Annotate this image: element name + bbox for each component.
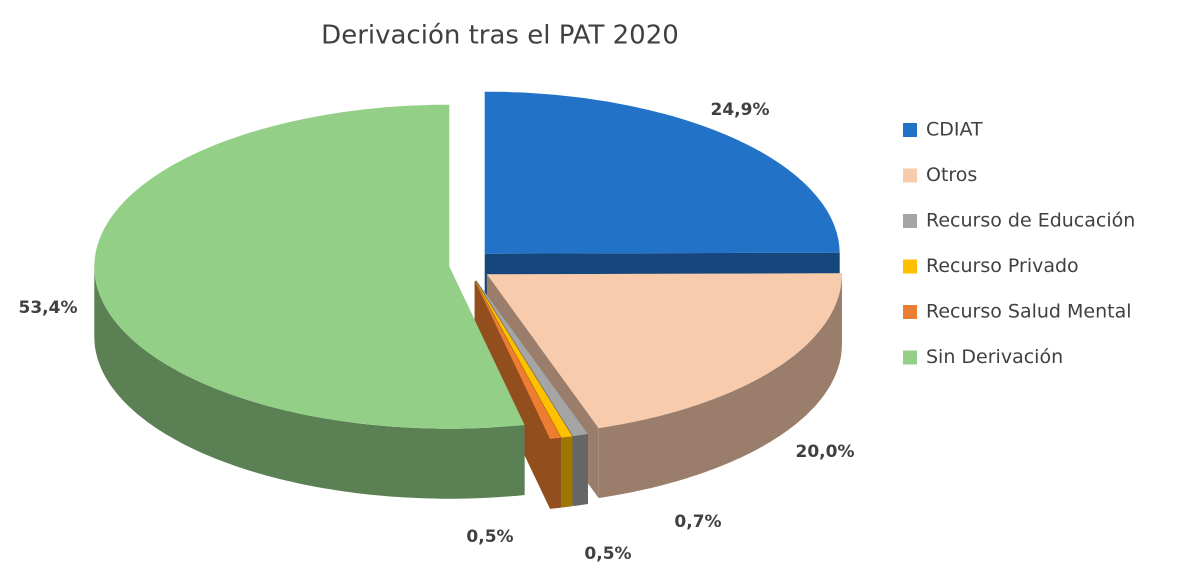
pie — [94, 91, 842, 439]
slice — [475, 280, 573, 438]
data-label: 0,5% — [584, 544, 631, 564]
legend-swatch — [903, 214, 917, 228]
data-label: 0,7% — [674, 512, 721, 532]
slice — [94, 104, 525, 429]
slice-side — [561, 436, 573, 508]
legend-swatch — [903, 305, 917, 319]
legend-label: Sin Derivación — [926, 346, 1063, 368]
data-labels: 24,9% 20,0% 0,7% 0,5% 0,5% 53,4% — [19, 100, 855, 564]
data-label: 24,9% — [711, 100, 770, 120]
legend-label: Recurso de Educación — [926, 210, 1135, 232]
legend-label: Recurso Salud Mental — [926, 301, 1132, 323]
slice — [474, 280, 561, 439]
legend-label: Otros — [926, 164, 977, 186]
slice — [486, 273, 842, 429]
slice-side — [550, 437, 561, 509]
legend-swatch — [903, 123, 917, 137]
legend: CDIAT Otros Recurso de Educación Recurso Pr… — [903, 119, 1135, 368]
slice — [484, 91, 840, 254]
legend-label: Recurso Privado — [926, 255, 1079, 277]
data-label: 0,5% — [466, 527, 513, 547]
chart-title: Derivación tras el PAT 2020 — [321, 21, 679, 51]
slice-side — [598, 274, 842, 499]
data-label: 20,0% — [796, 442, 855, 462]
data-label: 53,4% — [19, 298, 78, 318]
legend-swatch — [903, 259, 917, 274]
slice-side — [573, 434, 588, 507]
slice-side — [94, 266, 525, 499]
legend-swatch — [903, 350, 917, 365]
legend-swatch — [903, 168, 917, 183]
legend-label: CDIAT — [926, 119, 983, 141]
slice — [476, 280, 588, 437]
slice-side — [474, 280, 550, 509]
